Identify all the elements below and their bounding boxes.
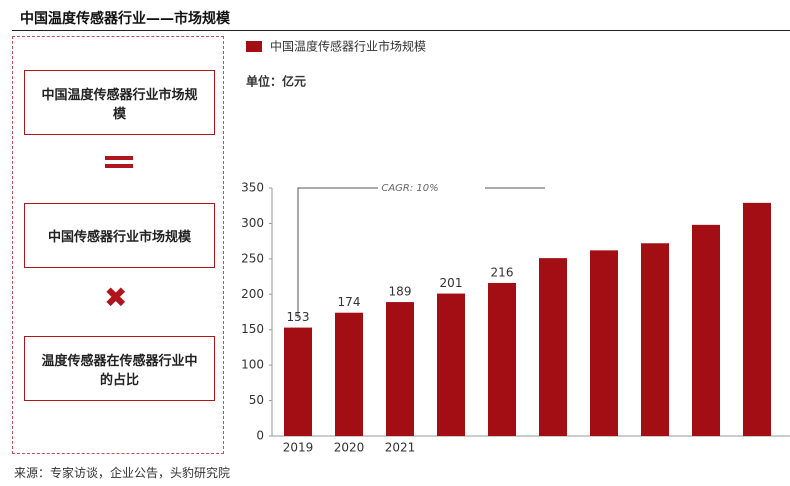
multiply-sign: ✖	[104, 281, 128, 314]
legend-swatch	[246, 41, 262, 52]
bar	[488, 282, 516, 436]
value-label: 153	[287, 310, 310, 324]
x-tick-label: 2021	[385, 441, 416, 455]
unit-label: 单位：亿元	[246, 74, 306, 89]
bar	[692, 224, 720, 436]
value-label: 174	[338, 295, 361, 309]
x-tick-label: 2020	[334, 441, 365, 455]
y-tick-label: 0	[256, 429, 264, 443]
x-tick-label: 2019	[283, 441, 314, 455]
diagram-box: 中国温度传感器行业市场规模	[24, 70, 215, 135]
cagr-bracket	[297, 187, 545, 318]
bar	[386, 302, 414, 436]
bar	[590, 250, 618, 436]
y-tick-label: 200	[241, 287, 264, 301]
page-title: 中国温度传感器行业——市场规模	[20, 11, 230, 27]
value-label: 189	[389, 285, 412, 299]
legend-label: 中国温度传感器行业市场规模	[270, 39, 426, 54]
y-tick-label: 100	[241, 358, 264, 372]
y-tick-label: 350	[241, 181, 264, 195]
y-tick-label: 150	[241, 322, 264, 336]
bar	[437, 293, 465, 436]
y-tick-label: 50	[249, 393, 264, 407]
cagr-label: CAGR: 10%	[381, 183, 438, 194]
bar	[743, 202, 771, 436]
equals-sign	[105, 156, 133, 160]
diagram-frame	[12, 36, 224, 454]
diagram-box: 中国传感器行业市场规模	[24, 203, 215, 268]
value-label: 201	[440, 276, 463, 290]
diagram-box: 温度传感器在传感器行业中的占比	[24, 336, 215, 401]
source: 来源：专家访谈，企业公告，头豹研究院	[14, 466, 231, 480]
value-label: 216	[491, 265, 514, 279]
y-tick-label: 250	[241, 251, 264, 265]
bar	[335, 312, 363, 436]
bar	[539, 258, 567, 436]
title-rule	[12, 30, 790, 31]
bar	[641, 243, 669, 436]
y-tick-label: 300	[241, 216, 264, 230]
bar	[284, 327, 312, 436]
